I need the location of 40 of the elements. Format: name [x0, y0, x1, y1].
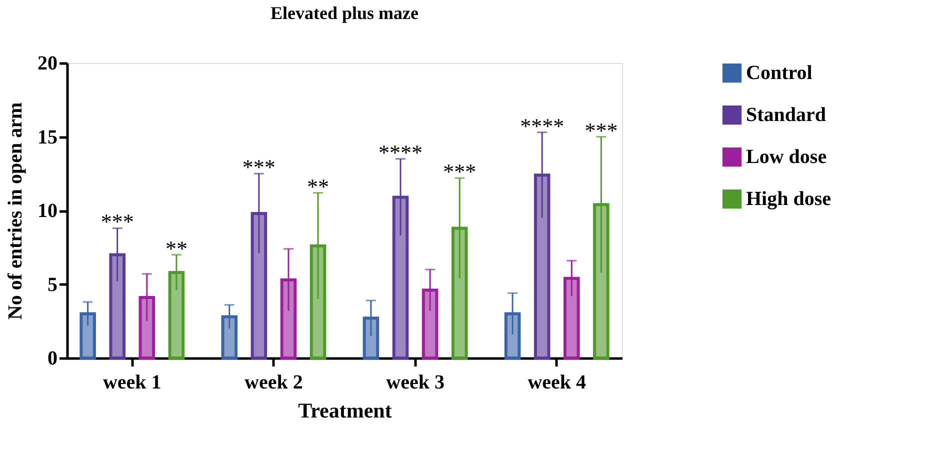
y-axis-title: No of entries in open arm: [4, 102, 26, 320]
x-tick-label: week 3: [386, 372, 444, 394]
data-label: ****: [520, 113, 564, 138]
data-label: ***: [443, 159, 476, 184]
data-label: **: [165, 236, 188, 261]
x-tick-label: week 2: [244, 372, 303, 394]
legend-label: Low dose: [746, 146, 827, 168]
bar: [310, 244, 326, 360]
bar: [534, 174, 550, 360]
bar: [362, 316, 380, 360]
bar: [564, 276, 580, 360]
bar: [422, 288, 438, 360]
chart-title: Elevated plus maze: [270, 3, 418, 23]
bar: [109, 253, 126, 360]
y-tick-label: 15: [38, 126, 58, 148]
data-label: ****: [378, 140, 423, 165]
bar: [168, 270, 185, 360]
data-label: **: [307, 174, 330, 199]
x-tick-label: week 4: [528, 372, 586, 394]
bar: [80, 312, 96, 360]
bar: [250, 212, 268, 360]
legend-label: Control: [746, 62, 813, 84]
data-label: ***: [584, 118, 618, 143]
y-tick-label: 10: [38, 200, 58, 222]
legend-label: High dose: [746, 188, 832, 210]
y-tick-label: 5: [48, 274, 58, 296]
x-axis-title: Treatment: [298, 398, 392, 422]
y-tick-label: 20: [38, 52, 58, 74]
data-label: ***: [242, 154, 276, 180]
y-tick-label: 0: [48, 348, 58, 370]
bar: [392, 196, 409, 360]
bar: [593, 203, 610, 360]
bar: [280, 278, 297, 360]
bar: [138, 296, 156, 360]
bar: [504, 312, 521, 360]
legend-label: Standard: [746, 104, 826, 126]
x-tick-label: week 1: [102, 372, 162, 394]
bar: [451, 226, 468, 360]
bar: [221, 315, 238, 360]
data-label: ***: [100, 209, 134, 234]
